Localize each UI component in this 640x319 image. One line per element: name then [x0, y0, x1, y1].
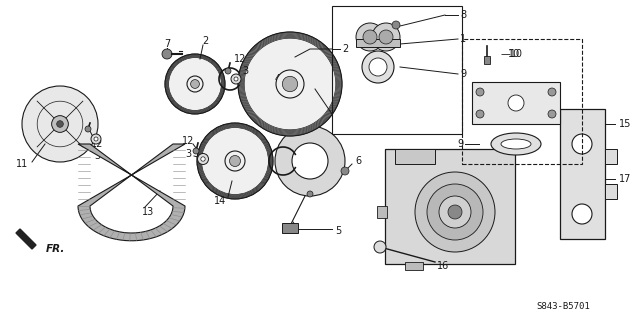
- Circle shape: [22, 86, 98, 162]
- Circle shape: [476, 88, 484, 96]
- Circle shape: [356, 23, 384, 51]
- Polygon shape: [16, 229, 36, 249]
- Circle shape: [162, 49, 172, 59]
- Text: 15: 15: [619, 119, 631, 129]
- Circle shape: [439, 196, 471, 228]
- Circle shape: [52, 116, 68, 132]
- Bar: [395, 149, 435, 164]
- Text: 12: 12: [91, 139, 103, 149]
- Text: 3: 3: [94, 151, 100, 161]
- Text: 3: 3: [242, 66, 248, 76]
- Circle shape: [191, 80, 200, 88]
- Circle shape: [275, 126, 345, 196]
- Circle shape: [230, 155, 241, 167]
- Circle shape: [187, 76, 203, 92]
- Circle shape: [91, 134, 101, 144]
- Text: 9: 9: [460, 69, 466, 79]
- Text: 1: 1: [460, 34, 466, 44]
- Circle shape: [193, 148, 199, 154]
- Circle shape: [231, 74, 241, 84]
- Circle shape: [197, 123, 273, 199]
- Text: FR.: FR.: [46, 244, 65, 254]
- Bar: [472, 82, 560, 124]
- Bar: [484, 56, 490, 64]
- Circle shape: [341, 167, 349, 175]
- Text: 9: 9: [457, 139, 463, 149]
- Circle shape: [572, 134, 592, 154]
- Text: 16: 16: [437, 261, 449, 271]
- Circle shape: [572, 204, 592, 224]
- Circle shape: [363, 30, 377, 44]
- Circle shape: [415, 172, 495, 252]
- Bar: [405, 262, 423, 270]
- Bar: [605, 184, 617, 199]
- Bar: [462, 39, 582, 164]
- Text: 14: 14: [214, 196, 226, 206]
- Circle shape: [548, 110, 556, 118]
- Text: 3: 3: [185, 149, 191, 159]
- Circle shape: [225, 151, 245, 171]
- Text: 13: 13: [142, 207, 154, 217]
- Circle shape: [476, 110, 484, 118]
- Text: —10: —10: [501, 49, 523, 59]
- Bar: [560, 109, 605, 239]
- Circle shape: [165, 54, 225, 114]
- Circle shape: [198, 153, 209, 165]
- Circle shape: [427, 184, 483, 240]
- Circle shape: [238, 32, 342, 136]
- Circle shape: [362, 51, 394, 83]
- Circle shape: [372, 23, 400, 51]
- Text: 8: 8: [460, 10, 466, 20]
- Circle shape: [508, 95, 524, 111]
- Text: 4: 4: [275, 74, 281, 84]
- Bar: [332, 6, 462, 134]
- Bar: [377, 206, 387, 218]
- Circle shape: [57, 121, 63, 127]
- Circle shape: [201, 157, 205, 161]
- Circle shape: [234, 77, 238, 81]
- Text: 2: 2: [342, 44, 348, 54]
- Circle shape: [369, 58, 387, 76]
- Circle shape: [392, 21, 400, 29]
- Circle shape: [276, 70, 304, 98]
- Circle shape: [85, 126, 91, 132]
- Circle shape: [292, 143, 328, 179]
- Text: 12: 12: [182, 136, 194, 146]
- Circle shape: [282, 76, 298, 92]
- Circle shape: [94, 137, 98, 141]
- Text: 4: 4: [295, 154, 301, 164]
- Text: 7: 7: [164, 39, 170, 49]
- Ellipse shape: [491, 133, 541, 155]
- Text: 10: 10: [508, 49, 520, 59]
- Circle shape: [448, 205, 462, 219]
- Circle shape: [225, 68, 231, 74]
- Circle shape: [307, 191, 313, 197]
- Circle shape: [548, 88, 556, 96]
- Bar: [605, 149, 617, 164]
- Bar: [385, 149, 515, 264]
- Polygon shape: [78, 144, 185, 241]
- Text: 5: 5: [335, 226, 341, 236]
- Text: 6: 6: [355, 156, 361, 166]
- Text: 12: 12: [234, 54, 246, 64]
- Circle shape: [379, 30, 393, 44]
- Text: 17: 17: [619, 174, 631, 184]
- Text: 2: 2: [202, 36, 208, 46]
- Text: 11: 11: [16, 159, 28, 169]
- Text: S843-B5701: S843-B5701: [536, 302, 590, 311]
- Bar: [356, 39, 400, 47]
- Bar: [282, 223, 298, 233]
- Circle shape: [374, 241, 386, 253]
- Ellipse shape: [501, 139, 531, 149]
